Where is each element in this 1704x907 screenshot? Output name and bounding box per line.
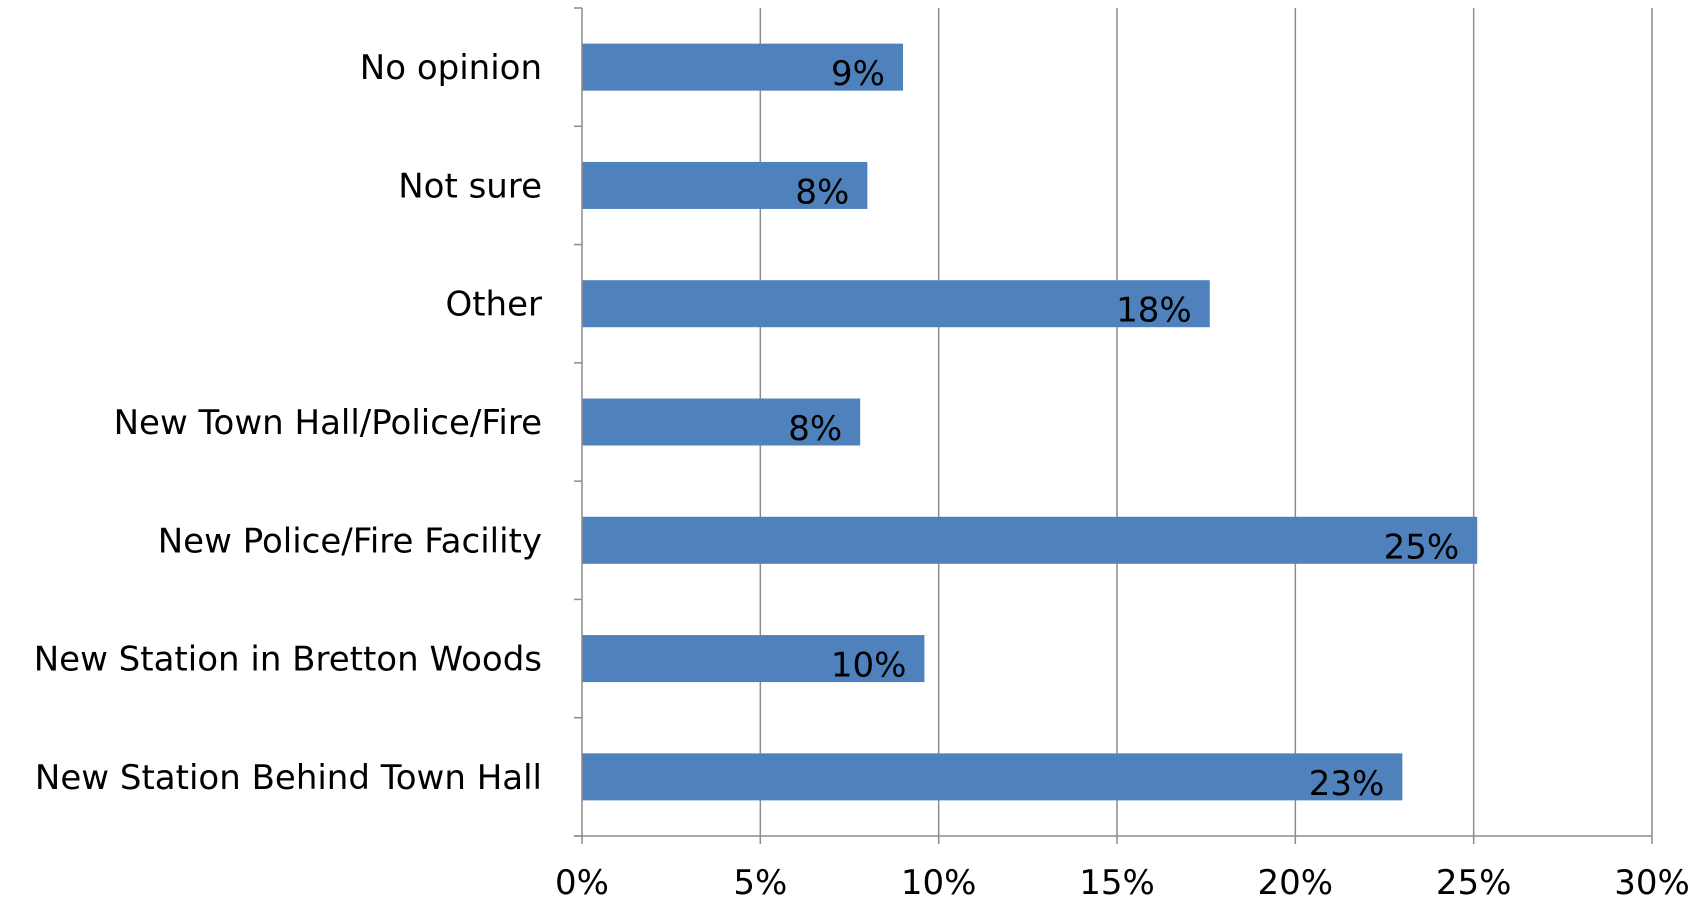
category-label-0: No opinion	[360, 48, 542, 88]
bar-5	[582, 635, 925, 683]
category-label-5: New Station in Bretton Woods	[34, 640, 542, 680]
axes	[574, 7, 1653, 844]
x-tick-label-4: 20%	[1258, 863, 1334, 903]
category-label-1: Not sure	[398, 166, 542, 206]
data-label-4: 25%	[1384, 527, 1460, 567]
bar-0	[582, 43, 903, 91]
bar-3	[582, 398, 861, 446]
x-tick-label-6: 30%	[1614, 863, 1690, 903]
bar-4	[582, 516, 1478, 564]
data-label-5: 10%	[831, 646, 907, 686]
data-label-1: 8%	[795, 172, 849, 212]
data-label-2: 18%	[1116, 291, 1192, 331]
bar-2	[582, 280, 1210, 328]
bar-6	[582, 753, 1403, 801]
data-label-3: 8%	[788, 409, 842, 449]
gridlines	[759, 8, 1653, 836]
category-label-4: New Police/Fire Facility	[158, 521, 542, 561]
category-label-6: New Station Behind Town Hall	[35, 758, 542, 798]
bar-1	[582, 161, 868, 209]
data-label-0: 9%	[831, 54, 885, 94]
x-tick-label-2: 10%	[901, 863, 977, 903]
x-tick-label-1: 5%	[733, 863, 787, 903]
labels: 0% 5% 10% 15% 20% 25% 30% No opinion 9% Not sure 8…	[34, 48, 1690, 903]
x-tick-label-3: 15%	[1079, 863, 1155, 903]
category-label-2: Other	[445, 285, 542, 325]
x-tick-label-0: 0%	[555, 863, 609, 903]
data-label-6: 23%	[1309, 764, 1385, 804]
bars	[582, 43, 1478, 801]
x-tick-label-5: 25%	[1436, 863, 1512, 903]
category-label-3: New Town Hall/Police/Fire	[114, 403, 542, 443]
